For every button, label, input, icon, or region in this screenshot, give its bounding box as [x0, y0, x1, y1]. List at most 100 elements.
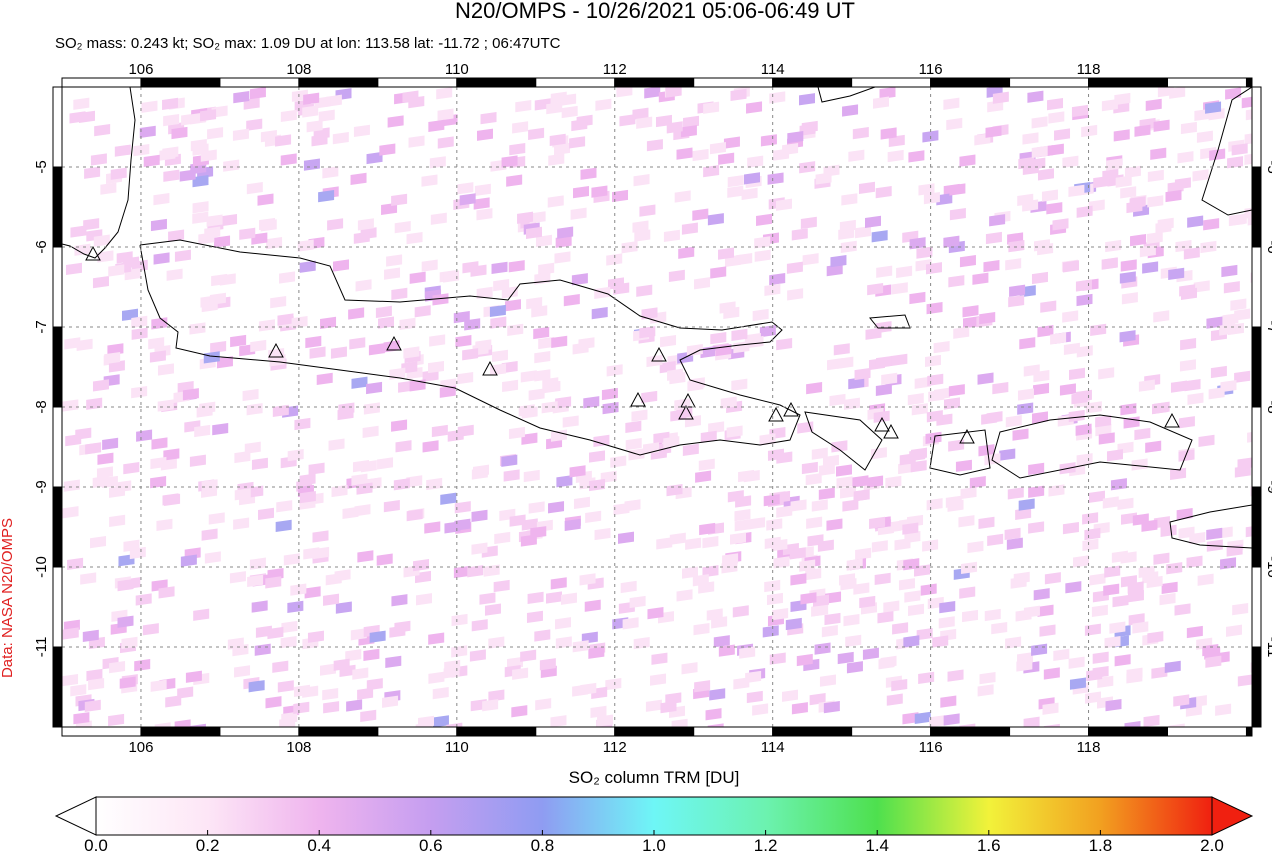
- so2-pixel: [251, 600, 268, 613]
- so2-pixel: [555, 396, 572, 409]
- so2-pixel: [234, 665, 251, 678]
- so2-pixel: [335, 601, 352, 614]
- so2-pixel: [232, 128, 249, 141]
- so2-pixel: [1095, 415, 1112, 428]
- so2-pixel: [280, 153, 297, 166]
- so2-pixel: [669, 372, 686, 385]
- so2-pixel: [474, 183, 491, 197]
- so2-pixel: [211, 273, 228, 287]
- so2-pixel: [508, 426, 525, 440]
- so2-pixel: [453, 310, 470, 324]
- so2-pixel: [457, 372, 474, 385]
- so2-pixel: [986, 411, 1003, 424]
- coastline: [817, 87, 876, 103]
- so2-pixel: [695, 470, 712, 483]
- so2-pixel: [892, 622, 909, 635]
- so2-pixel: [168, 229, 185, 242]
- so2-pixel: [569, 465, 586, 478]
- so2-pixel: [311, 134, 328, 147]
- so2-pixel: [1196, 130, 1213, 143]
- so2-pixel: [1028, 485, 1045, 498]
- so2-pixel: [787, 288, 804, 301]
- axis-band: [298, 726, 379, 737]
- so2-pixel: [959, 255, 976, 268]
- axis-band: [851, 77, 932, 88]
- so2-pixel: [843, 613, 860, 627]
- so2-pixel: [109, 661, 126, 674]
- so2-pixel: [880, 127, 897, 140]
- so2-pixel: [1134, 427, 1151, 441]
- so2-pixel: [836, 476, 853, 489]
- so2-pixel: [752, 703, 769, 716]
- so2-pixel: [151, 317, 168, 330]
- so2-pixel: [1062, 310, 1079, 323]
- so2-pixel: [1052, 218, 1069, 231]
- so2-pixel: [305, 335, 322, 349]
- so2-pixel: [201, 528, 218, 541]
- so2-pixel: [507, 323, 524, 336]
- so2-pixel: [597, 714, 614, 727]
- credit: Data: NASA N20/OMPS: [0, 518, 16, 678]
- so2-pixel: [550, 91, 567, 104]
- so2-pixel: [357, 550, 374, 563]
- so2-pixel: [645, 699, 662, 712]
- so2-pixel: [515, 100, 532, 113]
- so2-pixel: [1073, 555, 1090, 568]
- so2-pixel: [948, 275, 965, 288]
- so2-pixel: [421, 259, 438, 272]
- so2-pixel: [1069, 677, 1086, 690]
- so2-pixel: [549, 133, 566, 147]
- so2-pixel: [1184, 379, 1201, 392]
- so2-pixel: [727, 185, 744, 198]
- so2-pixel: [476, 128, 493, 141]
- so2-pixel: [922, 539, 939, 552]
- so2-pixel: [723, 136, 740, 149]
- so2-pixel: [955, 459, 972, 472]
- so2-pixel: [299, 490, 316, 504]
- so2-pixel: [116, 251, 133, 264]
- so2-pixel: [776, 505, 793, 518]
- so2-pixel: [1048, 111, 1065, 124]
- so2-pixel: [512, 667, 529, 680]
- so2-pixel: [583, 396, 600, 409]
- so2-pixel: [275, 134, 292, 147]
- so2-pixel: [366, 151, 383, 165]
- so2-pixel: [1065, 581, 1082, 594]
- so2-pixel: [375, 305, 392, 319]
- so2-pixel: [785, 617, 802, 631]
- so2-pixel: [1120, 186, 1137, 199]
- so2-pixel: [391, 594, 408, 607]
- so2-pixel: [610, 455, 627, 468]
- so2-pixel: [1092, 651, 1109, 664]
- so2-pixel: [594, 527, 611, 541]
- so2-pixel: [192, 201, 209, 214]
- so2-pixel: [805, 567, 822, 581]
- so2-pixel: [436, 87, 453, 100]
- so2-pixel: [280, 109, 297, 122]
- so2-pixel: [668, 269, 685, 282]
- so2-pixel: [64, 337, 81, 350]
- so2-pixel: [428, 360, 445, 374]
- coastline: [139, 239, 801, 456]
- so2-pixel: [972, 272, 989, 285]
- so2-pixel: [501, 155, 518, 168]
- so2-pixel: [108, 713, 125, 727]
- so2-pixel: [1187, 215, 1204, 228]
- so2-pixel: [992, 381, 1009, 395]
- so2-pixel: [192, 211, 209, 224]
- axis-band: [52, 166, 63, 248]
- so2-pixel: [1037, 168, 1054, 181]
- so2-pixel: [62, 674, 79, 687]
- so2-pixel: [636, 284, 653, 297]
- so2-pixel: [926, 410, 943, 423]
- so2-pixel: [1145, 440, 1162, 453]
- axis-band: [851, 726, 932, 737]
- so2-pixel: [572, 640, 589, 653]
- so2-pixel: [1159, 593, 1176, 606]
- so2-pixel: [960, 486, 977, 500]
- so2-pixel: [569, 136, 586, 149]
- so2-pixel: [782, 689, 799, 702]
- so2-pixel: [332, 259, 349, 272]
- y-tick-label: -10: [33, 556, 50, 578]
- so2-pixel: [911, 403, 928, 416]
